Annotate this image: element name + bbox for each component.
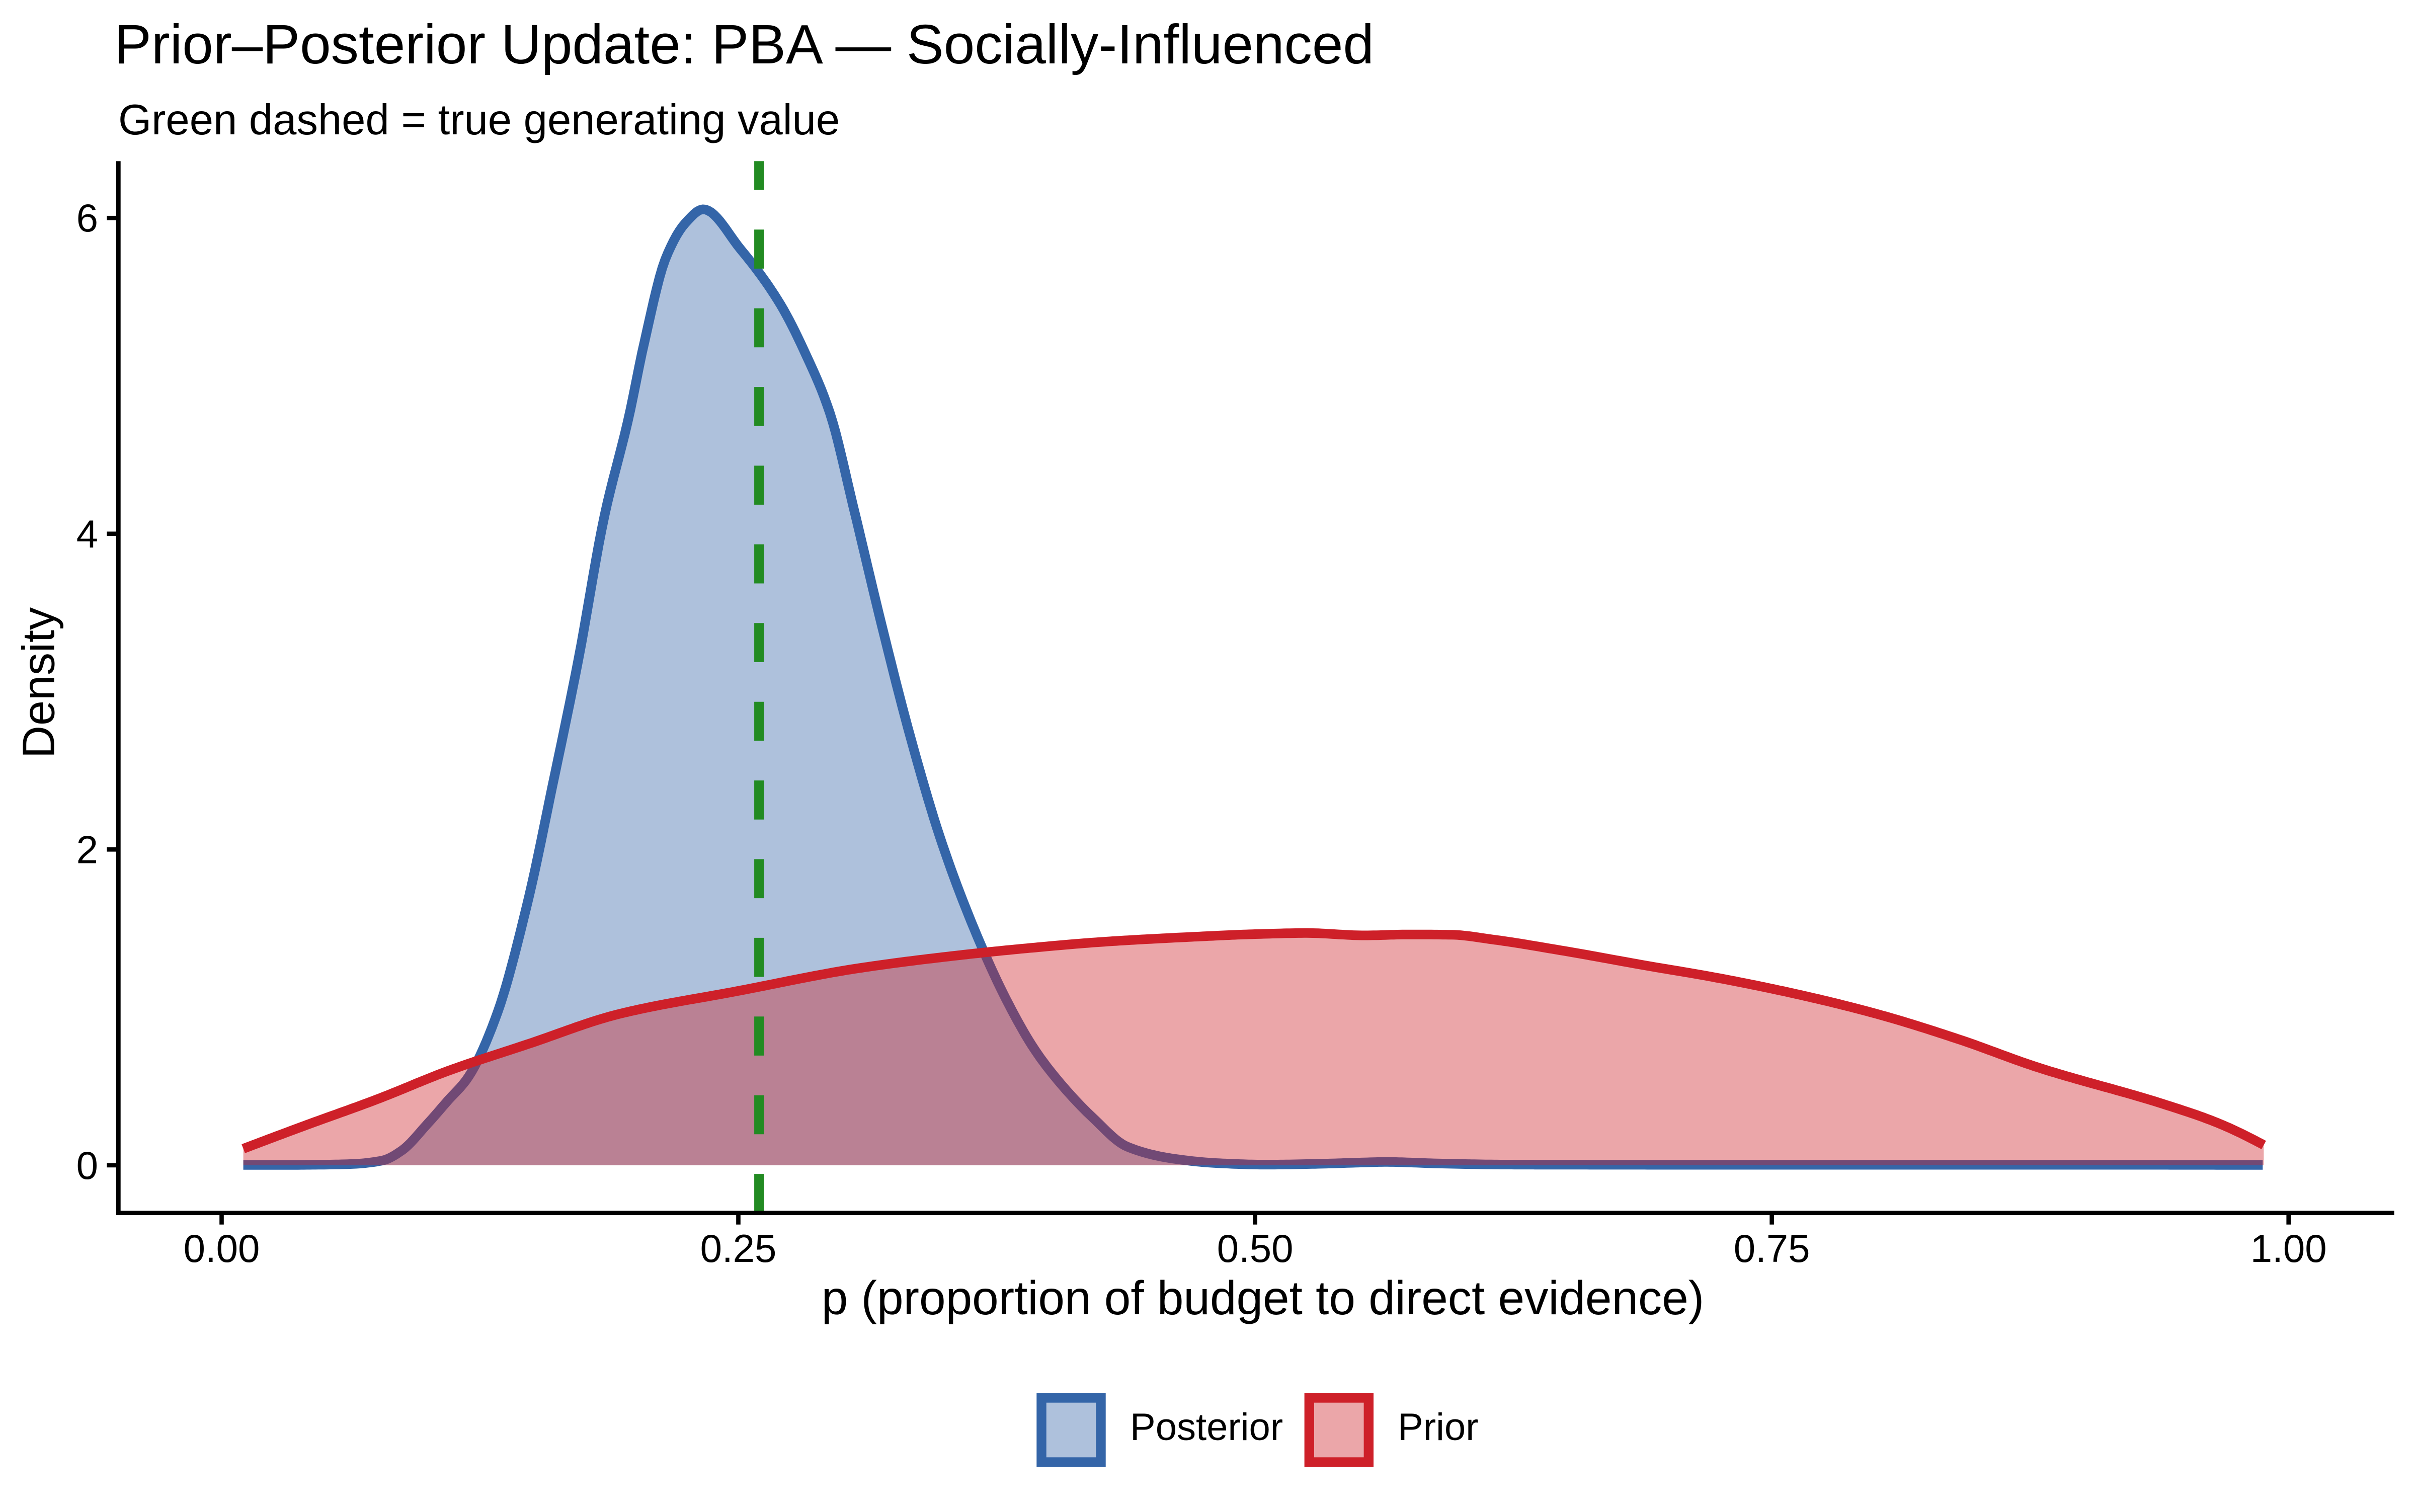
svg-text:Green dashed = true generating: Green dashed = true generating value bbox=[118, 96, 840, 144]
svg-text:Prior: Prior bbox=[1398, 1406, 1478, 1449]
svg-text:0.25: 0.25 bbox=[700, 1226, 777, 1270]
svg-text:Posterior: Posterior bbox=[1130, 1406, 1283, 1449]
svg-text:Density: Density bbox=[14, 607, 64, 758]
svg-text:0.00: 0.00 bbox=[184, 1226, 260, 1270]
svg-text:6: 6 bbox=[76, 196, 98, 240]
svg-text:0: 0 bbox=[76, 1143, 98, 1187]
svg-text:Prior–Posterior Update: PBA —: Prior–Posterior Update: PBA — Socially-I… bbox=[114, 14, 1374, 75]
svg-text:p (proportion of budget to dir: p (proportion of budget to direct eviden… bbox=[822, 1271, 1705, 1325]
svg-text:1.00: 1.00 bbox=[2250, 1226, 2327, 1270]
svg-text:2: 2 bbox=[76, 827, 98, 871]
svg-text:4: 4 bbox=[76, 512, 98, 556]
svg-text:0.75: 0.75 bbox=[1734, 1226, 1810, 1270]
svg-text:0.50: 0.50 bbox=[1217, 1226, 1294, 1270]
